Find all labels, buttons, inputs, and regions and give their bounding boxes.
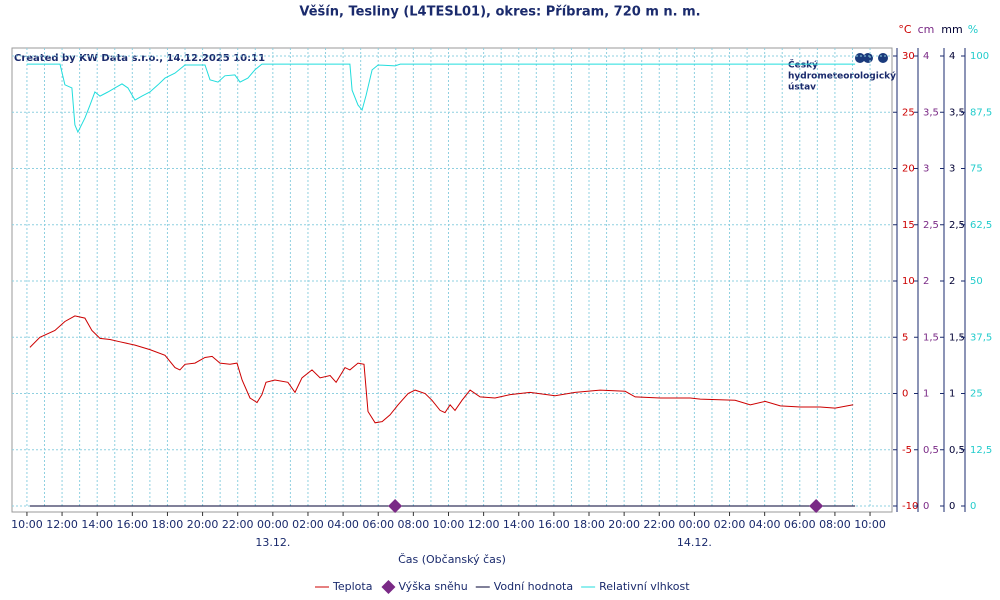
y-tick-label: 0: [923, 501, 929, 512]
x-tick-label: 12:00: [468, 518, 500, 531]
y-tick-label: 87,5: [970, 107, 992, 118]
y-tick-label: 0: [902, 389, 908, 400]
axis-unit: %: [968, 23, 978, 36]
y-tick-label: 3,5: [923, 107, 939, 118]
y-tick-label: 20: [902, 164, 915, 175]
y-tick-label: 100: [970, 51, 989, 62]
y-tick-label: 3: [923, 164, 929, 175]
x-tick-label: 02:00: [714, 518, 746, 531]
y-tick-label: 62,5: [970, 220, 992, 231]
legend: Teplota Výška sněhu Vodní hodnota Relativní…: [315, 580, 690, 594]
axis-unit: cm: [918, 23, 935, 36]
y-tick-label: 15: [902, 220, 915, 231]
logo-dot: [878, 53, 888, 63]
legend-label: Výška sněhu: [398, 580, 467, 593]
x-tick-label: 08:00: [819, 518, 851, 531]
y-tick-label: 10: [902, 276, 915, 287]
plot-frame: [11, 47, 893, 513]
x-tick-label: 10:00: [11, 518, 43, 531]
x-tick-label: 16:00: [538, 518, 570, 531]
x-date-label: 13.12.: [255, 536, 290, 549]
legend-label: Teplota: [332, 580, 372, 593]
y-tick-label: -5: [902, 445, 912, 456]
y-tick-label: 50: [970, 276, 983, 287]
y-tick-label: 0: [949, 501, 955, 512]
x-tick-label: 04:00: [327, 518, 359, 531]
y-tick-label: 25: [902, 107, 915, 118]
y-tick-label: 4: [949, 51, 955, 62]
axis-unit: °C: [898, 23, 912, 36]
x-tick-label: 10:00: [433, 518, 465, 531]
snow-marker: [809, 499, 824, 513]
x-tick-label: 02:00: [292, 518, 324, 531]
axis-unit: mm: [941, 23, 962, 36]
y-tick-label: 3,5: [949, 107, 965, 118]
x-tick-label: 10:00: [854, 518, 886, 531]
y-tick-label: 12,5: [970, 445, 992, 456]
y-tick-label: -10: [902, 501, 918, 512]
y-tick-label: 37,5: [970, 332, 992, 343]
series-line: [29, 315, 854, 424]
y-tick-label: 1,5: [923, 332, 939, 343]
x-tick-label: 06:00: [362, 518, 394, 531]
y-tick-label: 0,5: [923, 445, 939, 456]
y-tick-label: 2,5: [923, 220, 939, 231]
logo-text: hydrometeorologický: [788, 72, 896, 82]
x-tick-label: 08:00: [398, 518, 430, 531]
legend-label: Relativní vlhkost: [599, 580, 690, 593]
created-by: Created by KW Data s.r.o., 14.12.2025 10…: [14, 53, 265, 64]
y-tick-label: 3: [949, 164, 955, 175]
snow-marker: [388, 499, 403, 513]
y-tick-label: 5: [902, 332, 908, 343]
series-line: [26, 63, 856, 134]
y-tick-label: 30: [902, 51, 915, 62]
x-tick-label: 06:00: [784, 518, 816, 531]
x-tick-label: 20:00: [187, 518, 219, 531]
x-tick-label: 00:00: [679, 518, 711, 531]
x-tick-label: 14:00: [81, 518, 113, 531]
x-tick-label: 18:00: [152, 518, 184, 531]
x-tick-label: 00:00: [257, 518, 289, 531]
x-tick-label: 18:00: [573, 518, 605, 531]
x-tick-label: 20:00: [608, 518, 640, 531]
y-tick-label: 2: [949, 276, 955, 287]
x-date-label: 14.12.: [677, 536, 712, 549]
x-tick-label: 14:00: [503, 518, 535, 531]
logo-text: ústav: [788, 83, 816, 93]
x-tick-label: 12:00: [46, 518, 78, 531]
legend-swatch: [381, 580, 396, 594]
x-tick-label: 22:00: [643, 518, 675, 531]
y-tick-label: 1: [949, 389, 955, 400]
y-tick-label: 2,5: [949, 220, 965, 231]
y-tick-label: 0: [970, 501, 976, 512]
chart-title: Věšín, Tesliny (L4TESL01), okres: Příbra…: [299, 5, 700, 20]
legend-label: Vodní hodnota: [494, 580, 573, 593]
y-tick-label: 0,5: [949, 445, 965, 456]
y-tick-label: 2: [923, 276, 929, 287]
y-tick-label: 25: [970, 389, 983, 400]
y-tick-label: 4: [923, 51, 929, 62]
x-tick-label: 16:00: [116, 518, 148, 531]
logo-dot: [863, 53, 873, 63]
x-tick-label: 04:00: [749, 518, 781, 531]
y-tick-label: 1,5: [949, 332, 965, 343]
x-tick-label: 22:00: [222, 518, 254, 531]
y-tick-label: 1: [923, 389, 929, 400]
y-tick-label: 75: [970, 164, 983, 175]
x-axis-label: Čas (Občanský čas): [398, 553, 506, 566]
